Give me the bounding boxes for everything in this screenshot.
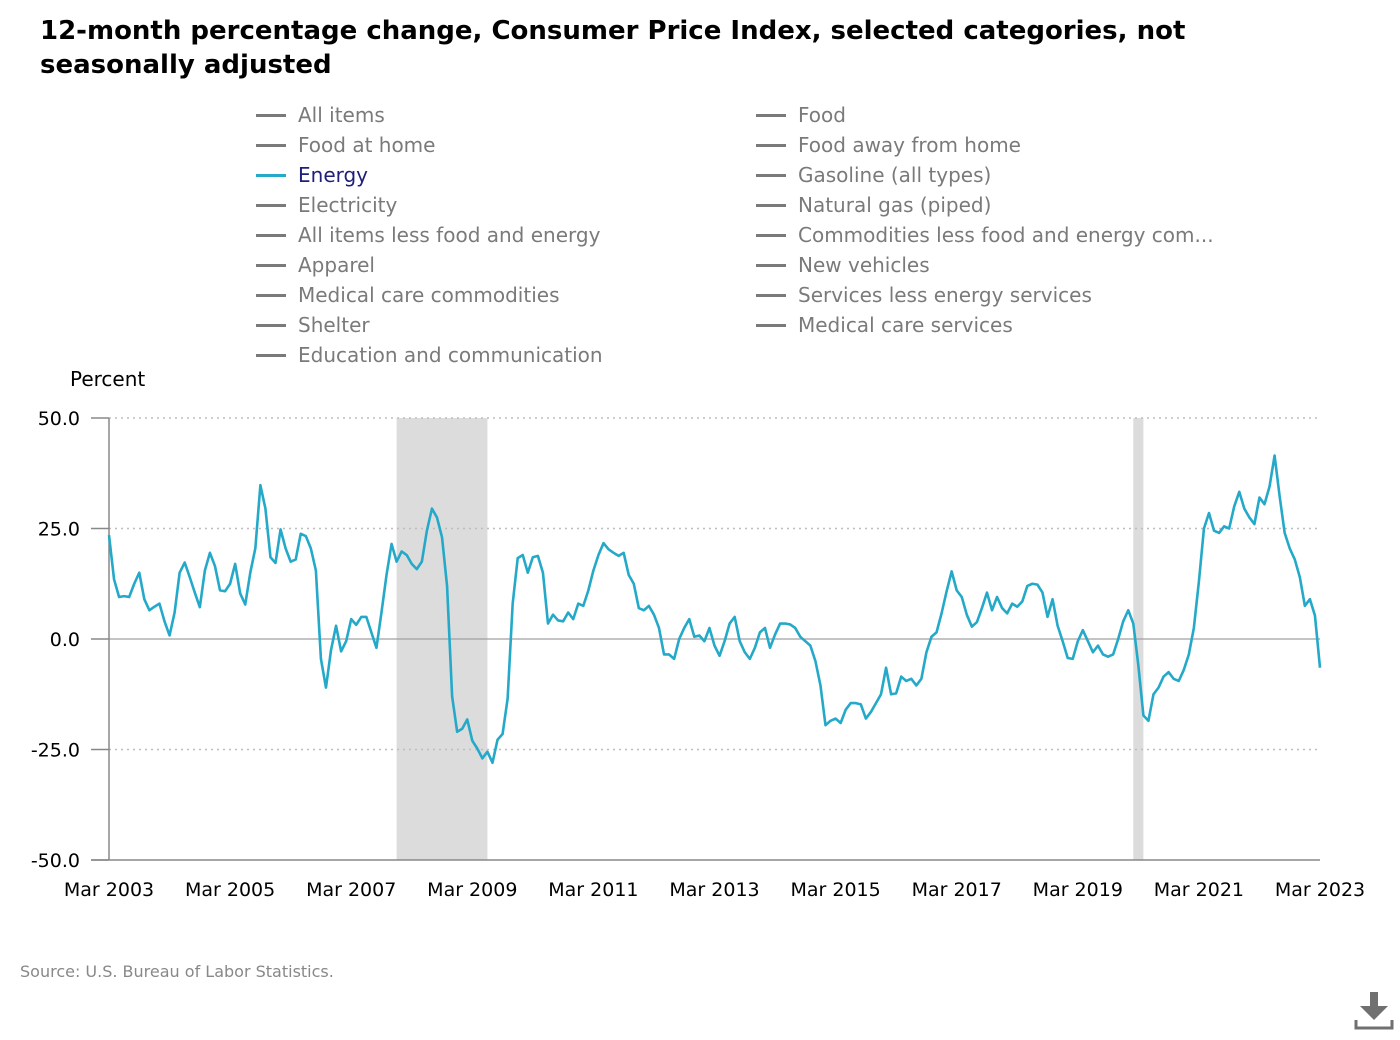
legend-label: Apparel xyxy=(298,253,375,277)
legend-label: Food xyxy=(798,103,846,127)
legend-label: Electricity xyxy=(298,193,398,217)
legend-swatch xyxy=(756,143,786,147)
legend-swatch xyxy=(756,263,786,267)
y-tick-label: 0.0 xyxy=(50,629,80,651)
y-tick-label: 50.0 xyxy=(38,408,80,430)
source-note: Source: U.S. Bureau of Labor Statistics. xyxy=(20,962,334,981)
legend-label: New vehicles xyxy=(798,253,930,277)
legend-item-education-and-communication[interactable]: Education and communication xyxy=(256,340,603,370)
legend-item-energy[interactable]: Energy xyxy=(256,160,368,190)
x-tick-label: Mar 2005 xyxy=(185,879,275,900)
legend-item-new-vehicles[interactable]: New vehicles xyxy=(756,250,930,280)
legend-item-electricity[interactable]: Electricity xyxy=(256,190,397,220)
x-tick-label: Mar 2009 xyxy=(427,879,517,900)
legend-label: Gasoline (all types) xyxy=(798,163,992,187)
legend-item-medical-care-commodities[interactable]: Medical care commodities xyxy=(256,280,559,310)
legend-label: Shelter xyxy=(298,313,370,337)
x-tick-label: Mar 2017 xyxy=(912,879,1002,900)
x-tick-label: Mar 2023 xyxy=(1275,879,1365,900)
legend-swatch xyxy=(256,323,286,327)
legend-swatch xyxy=(256,233,286,237)
x-tick-label: Mar 2011 xyxy=(548,879,638,900)
series-line-energy xyxy=(107,454,1322,765)
legend-item-apparel[interactable]: Apparel xyxy=(256,250,375,280)
legend-swatch xyxy=(256,143,286,147)
x-tick-label: Mar 2007 xyxy=(306,879,396,900)
legend-swatch xyxy=(756,203,786,207)
legend-swatch xyxy=(756,113,786,117)
legend-item-medical-care-services[interactable]: Medical care services xyxy=(756,310,1013,340)
legend-label: All items less food and energy xyxy=(298,223,601,247)
download-icon[interactable] xyxy=(1352,990,1394,1032)
legend-swatch xyxy=(256,263,286,267)
energy-line-chart: 50.0 25.0 0.0 -25.0 -50.0 Mar 2003 Mar 2005 Mar… xyxy=(31,408,1365,900)
legend-swatch xyxy=(256,113,286,117)
legend-item-natural-gas-piped[interactable]: Natural gas (piped) xyxy=(756,190,991,220)
x-tick-label: Mar 2019 xyxy=(1033,879,1123,900)
legend-label: Medical care commodities xyxy=(298,283,560,307)
legend-swatch xyxy=(756,173,786,177)
x-tick-label: Mar 2013 xyxy=(669,879,759,900)
legend-swatch xyxy=(256,173,286,177)
legend-item-services-less-energy-services[interactable]: Services less energy services xyxy=(756,280,1092,310)
legend-label: All items xyxy=(298,103,385,127)
legend-item-food[interactable]: Food xyxy=(756,100,846,130)
x-tick-label: Mar 2021 xyxy=(1154,879,1244,900)
legend-swatch xyxy=(756,293,786,297)
legend-label: Food away from home xyxy=(798,133,1021,157)
legend-label: Education and communication xyxy=(298,343,603,367)
legend-swatch xyxy=(756,233,786,237)
legend-swatch xyxy=(256,353,286,357)
legend-label: Services less energy services xyxy=(798,283,1092,307)
legend-label: Food at home xyxy=(298,133,436,157)
legend-item-shelter[interactable]: Shelter xyxy=(256,310,370,340)
x-tick-label: Mar 2003 xyxy=(64,879,154,900)
legend-item-food-away-from-home[interactable]: Food away from home xyxy=(756,130,1021,160)
legend-item-all-items-less-food-and-energy[interactable]: All items less food and energy xyxy=(256,220,600,250)
legend-label: Commodities less food and energy com... xyxy=(798,223,1214,247)
legend-label: Energy xyxy=(298,163,369,187)
y-tick-label: -50.0 xyxy=(31,850,80,872)
legend-swatch xyxy=(256,293,286,297)
y-tick-label: -25.0 xyxy=(31,740,80,762)
legend-item-all-items[interactable]: All items xyxy=(256,100,385,130)
legend-item-commodities-less-food-and-energy-com[interactable]: Commodities less food and energy com... xyxy=(756,220,1214,250)
legend-label: Medical care services xyxy=(798,313,1013,337)
y-tick-label: 25.0 xyxy=(38,519,80,541)
legend-label: Natural gas (piped) xyxy=(798,193,992,217)
legend-swatch xyxy=(256,203,286,207)
legend: All items Food at home Energy Electricity Al… xyxy=(0,100,1400,370)
chart-title: 12-month percentage change, Consumer Pri… xyxy=(40,16,1186,80)
legend-swatch xyxy=(756,323,786,327)
legend-item-food-at-home[interactable]: Food at home xyxy=(256,130,435,160)
x-tick-label: Mar 2015 xyxy=(790,879,880,900)
legend-item-gasoline-all-types[interactable]: Gasoline (all types) xyxy=(756,160,991,190)
y-axis-label: Percent xyxy=(70,367,146,391)
